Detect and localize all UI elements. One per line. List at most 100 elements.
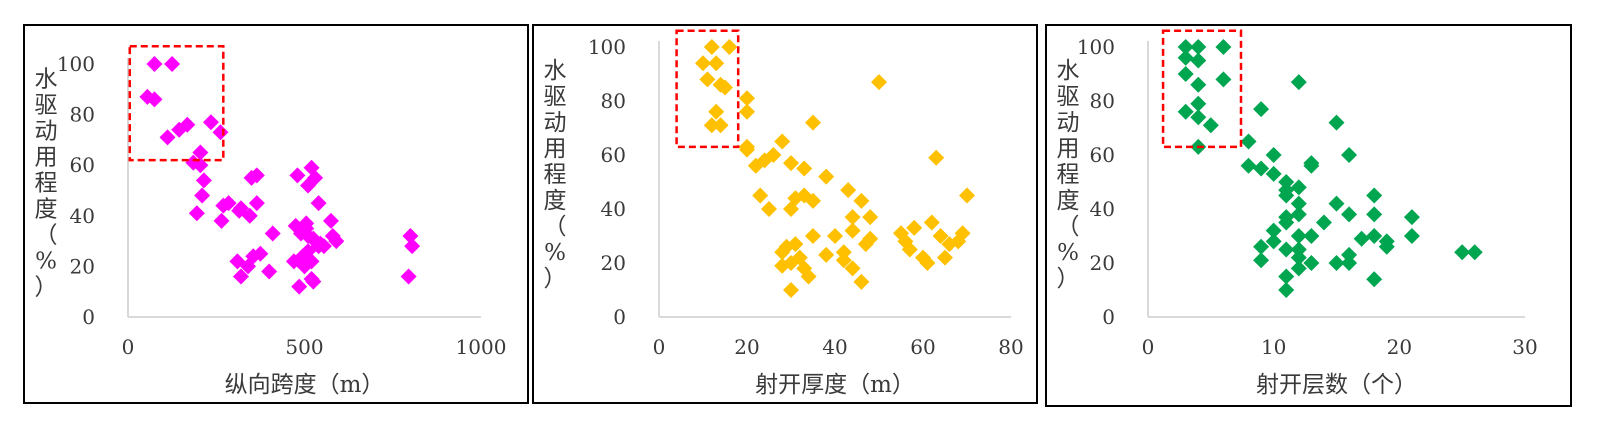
data-point xyxy=(179,116,196,133)
data-point xyxy=(796,160,813,177)
data-point xyxy=(1366,271,1383,288)
data-point xyxy=(1341,206,1358,223)
data-point xyxy=(932,228,949,244)
data-point xyxy=(402,228,419,245)
data-point xyxy=(1403,228,1420,244)
data-point xyxy=(1177,39,1194,55)
y-tick-label: 80 xyxy=(70,103,95,127)
data-point xyxy=(1290,195,1307,212)
data-point xyxy=(289,167,306,184)
data-point xyxy=(783,155,799,172)
data-point xyxy=(840,182,857,199)
data-point xyxy=(248,167,265,184)
y-tick-label: 60 xyxy=(1090,143,1115,167)
data-point xyxy=(1341,147,1358,163)
data-point xyxy=(1240,133,1257,150)
highlight-box xyxy=(675,29,740,149)
scatter-panel-2: 0 20 40 60 80 100 0 20 40 60 80 射开厚度（m） 水驱动用程度（%） xyxy=(532,24,1038,404)
data-point xyxy=(919,255,936,271)
y-tick-label: 0 xyxy=(82,305,95,329)
data-point xyxy=(1303,157,1320,174)
data-point xyxy=(818,246,835,263)
data-point xyxy=(1240,157,1257,174)
data-point xyxy=(1253,160,1270,177)
data-point xyxy=(1278,209,1295,226)
data-point xyxy=(906,219,923,236)
data-point xyxy=(783,201,799,217)
data-point xyxy=(747,157,764,174)
data-point xyxy=(1290,206,1307,223)
data-point xyxy=(805,114,821,131)
panel-frame xyxy=(532,24,1038,404)
x-tick-label: 10 xyxy=(1261,335,1286,359)
y-tick-label: 40 xyxy=(601,197,626,221)
data-point xyxy=(805,192,821,209)
y-tick-label: 20 xyxy=(1090,251,1115,275)
data-point xyxy=(212,124,229,141)
data-point xyxy=(1190,39,1207,55)
data-point xyxy=(857,236,874,253)
data-point xyxy=(787,236,804,253)
data-point xyxy=(232,268,249,285)
x-tick-label: 0 xyxy=(1142,335,1155,359)
data-point xyxy=(721,39,738,55)
data-point xyxy=(1278,282,1295,298)
y-tick-label: 20 xyxy=(70,254,95,278)
data-point xyxy=(739,103,755,120)
x-axis-label: 射开厚度（m） xyxy=(755,372,915,398)
data-point xyxy=(310,238,327,255)
data-point xyxy=(818,168,835,185)
y-tick-label: 0 xyxy=(1102,305,1115,329)
data-point xyxy=(897,233,914,250)
data-point xyxy=(220,195,237,212)
data-point xyxy=(1278,182,1295,199)
data-point xyxy=(1341,246,1358,263)
y-axis-label: 水驱动用程度（%） xyxy=(1057,58,1080,292)
y-tick-label: 40 xyxy=(70,204,95,228)
data-point xyxy=(202,114,219,131)
data-point xyxy=(871,74,887,91)
x-tick-label: 30 xyxy=(1512,335,1537,359)
data-point xyxy=(303,253,320,270)
data-point xyxy=(765,147,782,163)
data-point xyxy=(1315,214,1332,231)
x-tick-label: 40 xyxy=(822,335,847,359)
data-point xyxy=(1328,114,1345,131)
x-tick-label: 0 xyxy=(653,335,666,359)
data-point xyxy=(1366,228,1383,244)
data-point xyxy=(800,268,817,285)
data-point xyxy=(1215,39,1232,55)
data-point xyxy=(783,282,799,298)
data-point xyxy=(844,209,861,226)
data-point xyxy=(146,91,163,108)
y-tick-label: 60 xyxy=(70,153,95,177)
data-point xyxy=(1177,66,1194,82)
data-point xyxy=(188,205,205,222)
data-point xyxy=(708,103,725,120)
data-point xyxy=(717,79,733,96)
data-point xyxy=(1253,101,1270,118)
data-point xyxy=(305,273,322,290)
x-tick-label: 20 xyxy=(1387,335,1412,359)
data-point xyxy=(248,195,265,212)
data-point xyxy=(1466,244,1483,261)
data-point xyxy=(1177,49,1194,66)
data-point xyxy=(1202,117,1219,134)
data-point xyxy=(739,138,755,155)
data-point xyxy=(1265,165,1282,182)
data-point xyxy=(328,233,345,250)
data-point xyxy=(835,252,852,269)
highlight-box xyxy=(128,45,225,162)
data-point xyxy=(774,133,791,150)
y-tick-label: 80 xyxy=(1090,89,1115,113)
y-tick-label: 80 xyxy=(601,89,626,113)
data-point xyxy=(844,222,861,239)
y-tick-label: 20 xyxy=(601,251,626,275)
y-tick-label: 100 xyxy=(588,35,626,59)
data-point xyxy=(1253,252,1270,269)
data-point xyxy=(752,187,769,204)
data-point xyxy=(213,212,230,229)
data-point xyxy=(1290,74,1307,91)
data-point xyxy=(245,248,262,265)
